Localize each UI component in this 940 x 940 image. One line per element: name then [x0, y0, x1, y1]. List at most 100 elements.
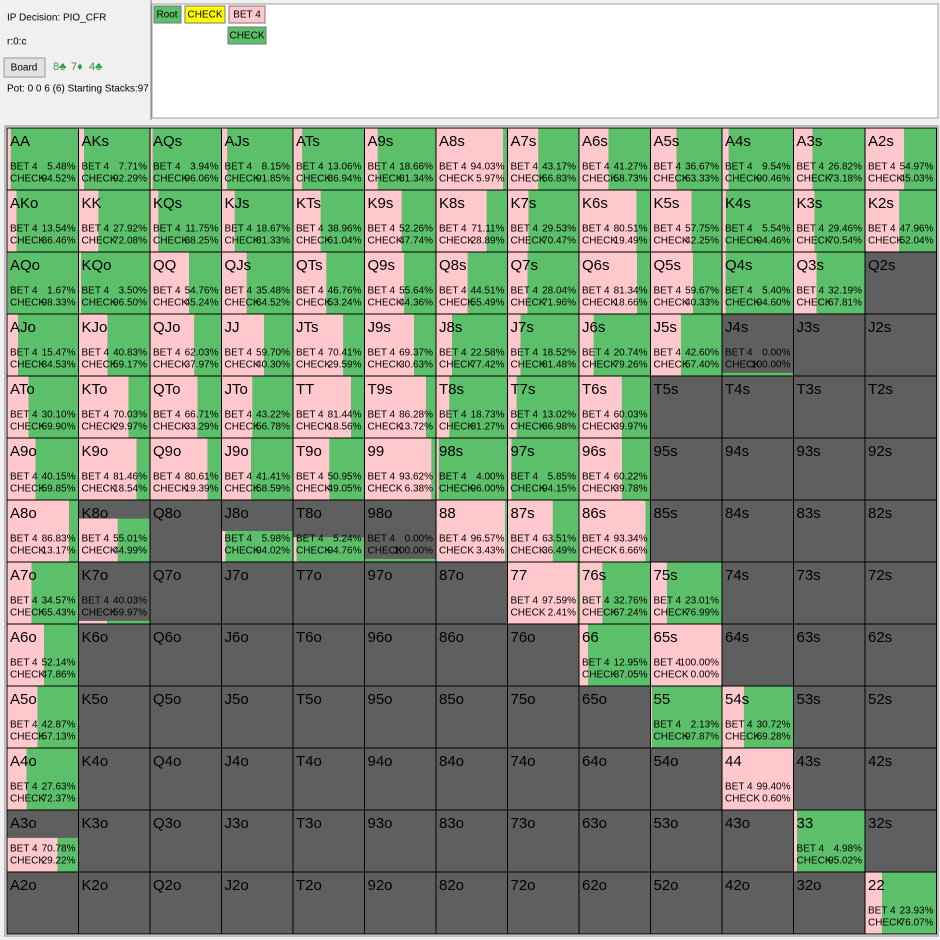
bet-value: 86.28%	[399, 410, 433, 421]
hand-label: K9o	[82, 443, 109, 460]
bet-bar	[7, 128, 11, 190]
bet-bar	[293, 537, 297, 562]
check-name: CHECK	[225, 236, 260, 247]
bet-name: BET 4	[511, 286, 539, 297]
check-name: CHECK	[654, 236, 689, 247]
hand-label: 99	[368, 443, 385, 460]
bet-name: BET 4	[439, 534, 467, 545]
hand-label: J9s	[368, 319, 391, 336]
cell	[650, 437, 723, 501]
check-bar	[467, 252, 508, 314]
bet-value: 46.76%	[328, 286, 362, 297]
bet-value: 71.11%	[471, 224, 504, 235]
check-value: 13.72%	[399, 422, 433, 433]
bet-value: 18.67%	[256, 224, 290, 235]
bet-bar	[722, 128, 729, 190]
bet-name: BET 4	[511, 534, 539, 545]
check-bar	[16, 190, 79, 252]
hand-label: 65o	[582, 691, 607, 708]
cell	[578, 747, 651, 811]
bet-bar	[579, 624, 589, 686]
bet-bar	[865, 190, 900, 252]
bet-value: 15.47%	[42, 348, 76, 359]
tree-child-check[interactable]	[227, 26, 267, 45]
bet-value: 32.76%	[614, 596, 648, 607]
check-value: 18.56%	[328, 422, 362, 433]
cell	[78, 685, 151, 749]
check-value: 6.38%	[405, 484, 433, 495]
cell	[78, 809, 151, 873]
hand-label: T6s	[582, 381, 607, 398]
hand-label: 93s	[797, 443, 821, 460]
bet-name: BET 4	[153, 348, 181, 359]
bet-value: 43.22%	[256, 410, 290, 421]
check-bar	[528, 190, 579, 252]
cell	[507, 871, 580, 935]
check-name: CHECK	[296, 422, 331, 433]
bet-name: BET 4	[725, 224, 753, 235]
tree-bet-label[interactable]: BET 4	[233, 10, 261, 21]
board-button[interactable]	[3, 57, 46, 78]
cell	[292, 623, 365, 687]
bet-value: 7.71%	[119, 162, 147, 173]
bet-value: 4.98%	[834, 844, 862, 855]
bet-name: BET 4	[82, 472, 110, 483]
check-bar	[725, 190, 794, 252]
check-value: 57.13%	[42, 732, 76, 743]
bet-bar	[293, 376, 352, 438]
bet-name: BET 4	[511, 472, 539, 483]
bet-value: 29.53%	[542, 224, 576, 235]
bet-value: 18.73%	[471, 410, 505, 421]
check-name: CHECK	[511, 360, 546, 371]
node-label: r:0:c	[7, 37, 26, 48]
check-value: 69.28%	[757, 732, 791, 743]
check-bar	[797, 810, 865, 872]
check-value: 97.87%	[685, 732, 719, 743]
check-name: CHECK	[654, 174, 689, 185]
check-name: CHECK	[368, 360, 403, 371]
bet-bar	[722, 686, 744, 748]
tree-child-check-label[interactable]: CHECK	[229, 31, 264, 42]
tree-root[interactable]	[153, 5, 182, 24]
check-bar	[693, 252, 722, 314]
check-name: CHECK	[511, 236, 546, 247]
hand-label: T9o	[296, 443, 322, 460]
tree-check-label[interactable]: CHECK	[187, 10, 222, 21]
check-bar	[128, 376, 150, 438]
check-value: 47.74%	[399, 236, 433, 247]
hand-label: 95o	[368, 691, 393, 708]
bet-name: BET 4	[225, 410, 253, 421]
bet-bar	[436, 190, 487, 252]
tree-root-label[interactable]: Root	[156, 10, 177, 21]
hand-label: A3s	[797, 133, 823, 150]
check-name: CHECK	[153, 484, 188, 495]
check-name: CHECK	[10, 422, 45, 433]
check-bar	[37, 686, 79, 748]
check-value: 36.49%	[542, 546, 576, 557]
check-value: 33.29%	[185, 422, 219, 433]
check-value: 29.22%	[42, 856, 76, 867]
cell	[864, 437, 937, 501]
board-button-label[interactable]: Board	[11, 63, 38, 74]
check-bar	[722, 372, 794, 376]
tree-check[interactable]	[184, 5, 226, 24]
hand-label: J4o	[225, 753, 249, 770]
bet-bar	[436, 128, 504, 190]
bet-bar	[436, 376, 450, 438]
check-name: CHECK	[153, 360, 188, 371]
bet-value: 94.03%	[471, 162, 505, 173]
bet-bar	[436, 314, 453, 376]
bet-name: BET 4	[511, 348, 539, 359]
check-value: 58.59%	[256, 484, 290, 495]
check-value: 58.73%	[614, 174, 648, 185]
hand-label: 22	[868, 877, 885, 894]
cell	[650, 375, 723, 439]
bet-bar	[650, 314, 681, 376]
bet-bar	[221, 314, 265, 376]
hand-label: 32s	[868, 815, 892, 832]
check-bar	[28, 376, 79, 438]
tree-bet[interactable]	[228, 5, 266, 24]
hand-label: TT	[296, 381, 314, 398]
check-name: CHECK	[511, 298, 546, 309]
cell	[292, 809, 365, 873]
